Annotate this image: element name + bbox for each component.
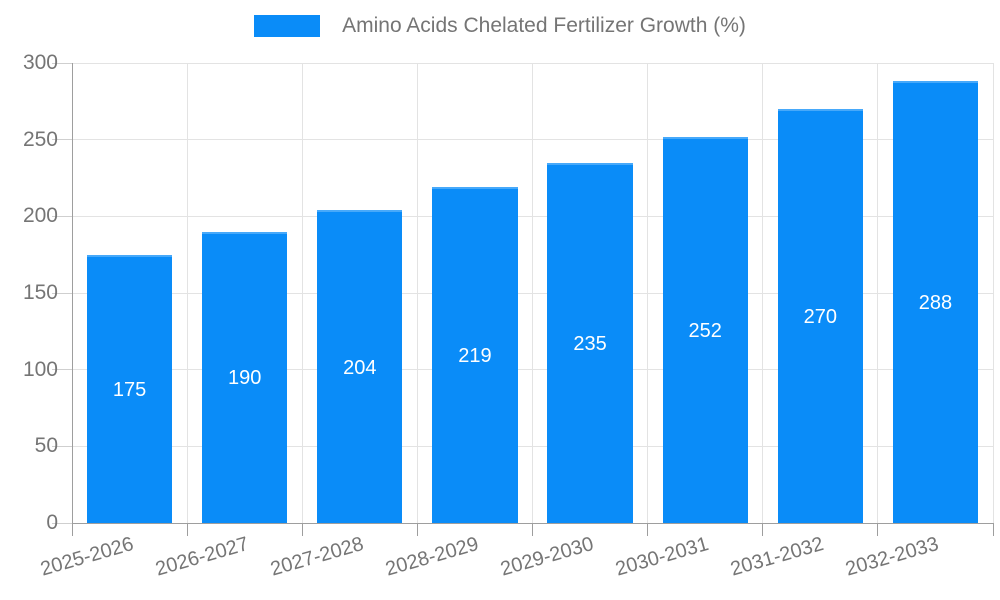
legend-swatch-icon — [254, 15, 321, 37]
bar-2030-2031[interactable]: 252 — [662, 136, 748, 523]
x-axis-tick — [992, 523, 994, 536]
y-axis-tick — [52, 292, 72, 294]
bar-2028-2029[interactable]: 219 — [432, 187, 518, 523]
x-axis-tick — [647, 523, 649, 536]
v-gridline — [762, 63, 764, 523]
y-axis-tick-label: 250 — [22, 127, 58, 151]
y-axis-tick-label: 300 — [22, 51, 58, 74]
x-axis-tick — [532, 523, 533, 536]
bar-2031-2032[interactable]: 270 — [777, 109, 863, 523]
bar-value-label: 219 — [458, 345, 492, 368]
bar-value-label: 252 — [688, 319, 722, 342]
bar-2026-2027[interactable]: 190 — [202, 231, 288, 523]
y-axis-tick — [52, 62, 72, 64]
y-axis-tick-label: 150 — [22, 281, 58, 304]
v-gridline — [647, 63, 649, 523]
bar-2025-2026[interactable]: 175 — [86, 254, 173, 523]
y-axis-tick — [52, 369, 72, 371]
y-axis-tick — [52, 215, 72, 217]
x-axis-tick — [71, 523, 73, 536]
legend-item[interactable]: Amino Acids Chelated Fertilizer Growth (… — [0, 14, 1000, 38]
bar-value-label: 175 — [112, 378, 147, 401]
y-axis-tick — [52, 139, 72, 141]
v-gridline — [416, 63, 418, 523]
y-axis-tick-label: 0 — [46, 511, 58, 534]
y-axis-tick-label: 100 — [22, 357, 58, 381]
x-axis-tick — [762, 523, 764, 536]
bar-2027-2028[interactable]: 204 — [317, 210, 403, 523]
y-axis-tick — [52, 522, 72, 524]
x-axis-tick — [416, 523, 418, 536]
bar-value-label: 235 — [573, 332, 607, 355]
legend-label: Amino Acids Chelated Fertilizer Growth (… — [342, 14, 746, 37]
plot-area: 175 190 204 219 235 252 270 288 — [72, 62, 994, 523]
v-gridline — [877, 63, 879, 523]
v-gridline — [301, 63, 303, 523]
x-axis-tick — [877, 523, 879, 536]
bar-value-label: 270 — [803, 306, 837, 328]
v-gridline — [992, 63, 994, 523]
y-axis-tick-label: 200 — [22, 204, 58, 228]
bar-value-label: 190 — [227, 367, 262, 390]
v-gridline — [532, 63, 533, 523]
y-axis-tick — [52, 445, 72, 447]
y-axis-line — [72, 63, 73, 524]
bar-2029-2030[interactable]: 235 — [547, 162, 633, 523]
y-axis-tick-label: 50 — [34, 434, 58, 458]
x-axis-tick — [186, 523, 188, 536]
bar-value-label: 288 — [918, 292, 953, 315]
x-axis-tick — [301, 523, 303, 536]
bar-value-label: 204 — [343, 356, 377, 379]
v-gridline — [186, 63, 188, 523]
bar-2032-2033[interactable]: 288 — [892, 81, 979, 523]
